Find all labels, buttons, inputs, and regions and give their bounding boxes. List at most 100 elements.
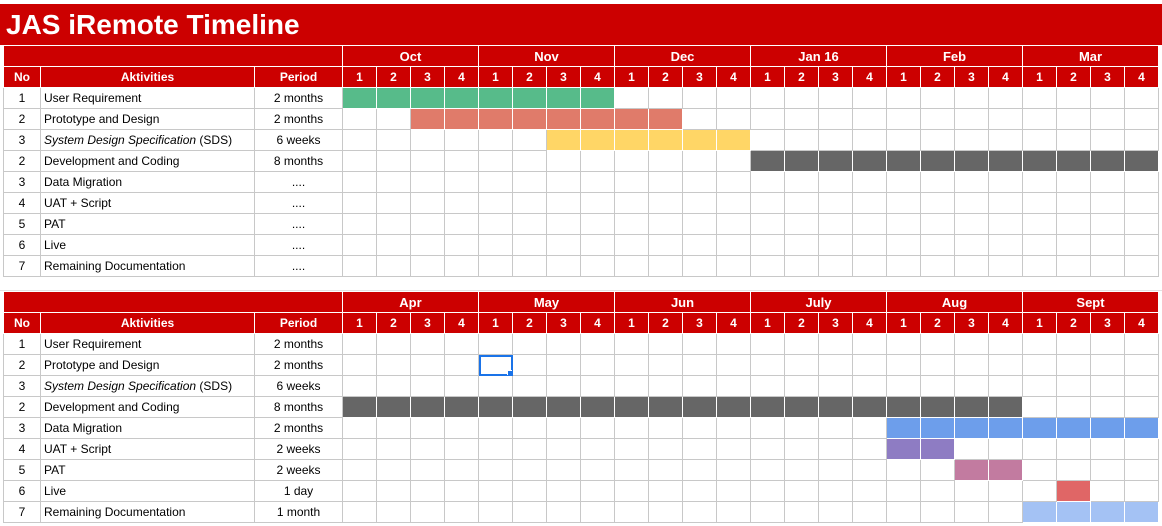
gantt-bar-cell[interactable] [1022,150,1057,172]
week-cell[interactable] [1056,375,1091,397]
week-cell[interactable] [716,438,751,460]
week-cell[interactable] [1022,171,1057,193]
week-cell[interactable] [444,354,479,376]
week-cell[interactable] [376,192,411,214]
week-header[interactable]: 3 [410,312,445,334]
gantt-bar-cell[interactable] [886,438,921,460]
week-cell[interactable] [852,438,887,460]
week-cell[interactable] [784,129,819,151]
week-cell[interactable] [818,192,853,214]
week-cell[interactable] [410,438,445,460]
week-cell[interactable] [852,417,887,439]
period-cell[interactable]: 6 weeks [254,129,343,151]
week-cell[interactable] [920,108,955,130]
week-cell[interactable] [716,234,751,256]
week-cell[interactable] [920,192,955,214]
week-cell[interactable] [376,375,411,397]
gantt-bar-cell[interactable] [410,396,445,418]
row-number-cell[interactable]: 1 [3,333,41,355]
week-cell[interactable] [1124,333,1159,355]
no-header[interactable]: No [3,66,41,88]
week-cell[interactable] [1022,459,1057,481]
row-number-cell[interactable]: 3 [3,417,41,439]
week-header[interactable]: 4 [1124,66,1159,88]
gantt-bar-cell[interactable] [818,150,853,172]
week-cell[interactable] [1090,333,1125,355]
week-cell[interactable] [648,480,683,502]
week-cell[interactable] [614,150,649,172]
week-cell[interactable] [784,417,819,439]
week-cell[interactable] [614,87,649,109]
activity-cell[interactable]: System Design Specification (SDS) [40,375,255,397]
gantt-bar-cell[interactable] [444,108,479,130]
week-cell[interactable] [716,255,751,277]
week-cell[interactable] [784,438,819,460]
week-cell[interactable] [580,354,615,376]
week-cell[interactable] [1124,354,1159,376]
week-cell[interactable] [512,129,547,151]
week-cell[interactable] [512,417,547,439]
week-header[interactable]: 4 [580,312,615,334]
header-blank-cell[interactable] [3,291,343,313]
week-cell[interactable] [988,438,1023,460]
week-header[interactable]: 1 [1022,312,1057,334]
row-number-cell[interactable]: 2 [3,354,41,376]
week-cell[interactable] [478,480,513,502]
week-cell[interactable] [410,501,445,523]
week-cell[interactable] [988,108,1023,130]
activity-cell[interactable]: User Requirement [40,333,255,355]
week-cell[interactable] [886,129,921,151]
week-header[interactable]: 2 [784,66,819,88]
gantt-bar-cell[interactable] [954,459,989,481]
week-cell[interactable] [716,417,751,439]
gantt-bar-cell[interactable] [1124,417,1159,439]
gantt-bar-cell[interactable] [580,108,615,130]
gantt-bar-cell[interactable] [546,396,581,418]
week-cell[interactable] [886,171,921,193]
week-cell[interactable] [1090,396,1125,418]
week-cell[interactable] [1124,375,1159,397]
period-cell[interactable]: 2 months [254,87,343,109]
week-cell[interactable] [376,459,411,481]
month-header[interactable]: Dec [614,45,751,67]
week-cell[interactable] [886,213,921,235]
week-cell[interactable] [852,108,887,130]
week-cell[interactable] [716,150,751,172]
week-header[interactable]: 2 [648,66,683,88]
gantt-bar-cell[interactable] [988,459,1023,481]
week-cell[interactable] [1022,438,1057,460]
week-header[interactable]: 4 [852,312,887,334]
week-cell[interactable] [954,333,989,355]
week-cell[interactable] [852,234,887,256]
week-cell[interactable] [920,234,955,256]
week-cell[interactable] [614,234,649,256]
week-header[interactable]: 1 [886,312,921,334]
week-cell[interactable] [682,213,717,235]
week-cell[interactable] [750,129,785,151]
week-header[interactable]: 1 [886,66,921,88]
week-cell[interactable] [1124,87,1159,109]
week-cell[interactable] [920,333,955,355]
week-cell[interactable] [376,150,411,172]
week-cell[interactable] [784,108,819,130]
week-header[interactable]: 3 [546,66,581,88]
gantt-bar-cell[interactable] [546,108,581,130]
header-blank-cell[interactable] [3,45,343,67]
week-cell[interactable] [682,480,717,502]
week-cell[interactable] [410,129,445,151]
period-cell[interactable]: 8 months [254,150,343,172]
week-cell[interactable] [716,480,751,502]
week-cell[interactable] [988,375,1023,397]
week-cell[interactable] [512,255,547,277]
week-cell[interactable] [750,354,785,376]
gantt-bar-cell[interactable] [1022,417,1057,439]
gantt-bar-cell[interactable] [478,396,513,418]
week-cell[interactable] [682,438,717,460]
week-cell[interactable] [512,192,547,214]
week-cell[interactable] [648,255,683,277]
week-cell[interactable] [614,417,649,439]
month-header[interactable]: Mar [1022,45,1159,67]
week-cell[interactable] [784,480,819,502]
week-cell[interactable] [920,459,955,481]
row-number-cell[interactable]: 7 [3,501,41,523]
